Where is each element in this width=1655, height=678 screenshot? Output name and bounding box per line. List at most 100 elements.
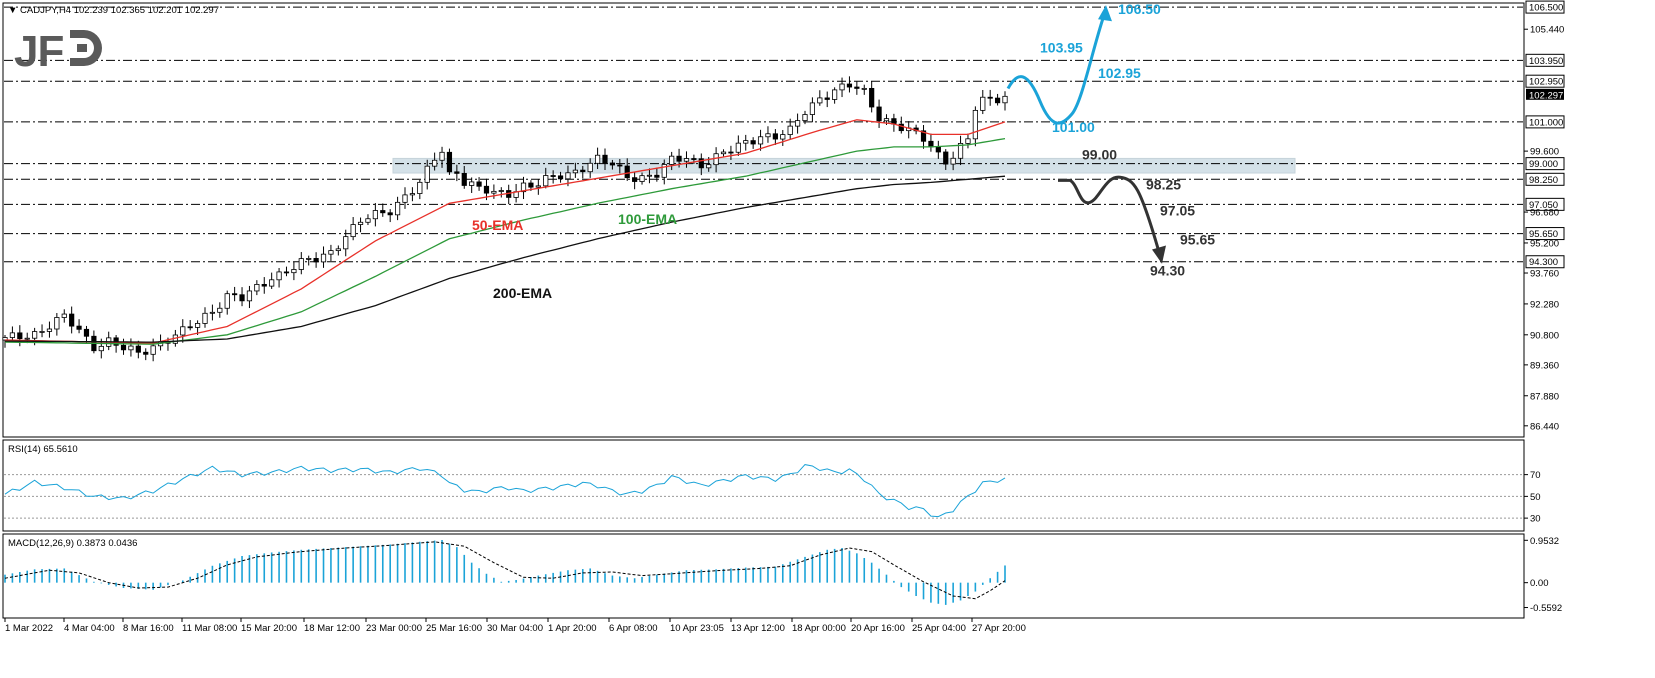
candle-up <box>276 271 282 281</box>
candle-up <box>1002 95 1008 104</box>
time-tick-label: 1 Apr 20:00 <box>548 623 597 634</box>
candle-down <box>387 212 393 216</box>
candle-up <box>54 317 60 330</box>
price-panel <box>2 2 1525 438</box>
candle-down <box>920 130 927 142</box>
macd-tick-label: 0.9532 <box>1530 536 1559 547</box>
rsi-header: RSI(14) 65.5610 <box>8 444 78 455</box>
candle-down <box>232 293 238 296</box>
candle-up <box>980 96 986 111</box>
candle-down <box>898 123 904 132</box>
candle-down <box>454 171 460 174</box>
candle-down <box>476 181 482 187</box>
candle-up <box>357 221 364 225</box>
price-tick-label: 87.880 <box>1530 391 1559 402</box>
time-tick-label: 23 Mar 00:00 <box>366 623 422 634</box>
candle-up <box>683 158 690 162</box>
level-box <box>1525 157 1565 171</box>
candle-up <box>409 193 416 196</box>
time-tick-label: 15 Mar 20:00 <box>241 623 297 634</box>
candle-up <box>194 323 201 328</box>
candle-up <box>224 293 230 309</box>
candle-up <box>350 224 356 238</box>
candle-up <box>498 190 504 192</box>
price-tick-label: 99.600 <box>1530 147 1559 158</box>
level-label: 106.500 <box>1529 3 1563 14</box>
candle-up <box>669 155 675 165</box>
jfd-logo: JF <box>14 27 102 76</box>
time-tick-label: 27 Apr 20:00 <box>972 623 1026 634</box>
rsi-tick-label: 70 <box>1530 470 1541 481</box>
rsi-panel <box>2 439 1525 532</box>
candle-up <box>469 181 475 186</box>
level-label: 102.950 <box>1529 77 1563 88</box>
candle-up <box>787 125 793 135</box>
time-tick-label: 25 Apr 04:00 <box>912 623 966 634</box>
price-tick-label: 105.440 <box>1530 25 1564 36</box>
candle-up <box>328 250 334 255</box>
candle-up <box>520 182 527 193</box>
candle-down <box>654 174 660 178</box>
candle-up <box>765 133 771 138</box>
candle-up <box>543 175 549 187</box>
candle-down <box>135 345 141 353</box>
main-chart-header: ▼ CADJPY,H4 102.239 102.365 102.201 102.… <box>8 5 219 16</box>
candle-down <box>928 140 934 148</box>
candle-up <box>24 337 30 340</box>
candle-down <box>935 146 941 153</box>
candle-up <box>46 328 53 332</box>
candle-up <box>661 164 667 178</box>
level-box <box>1525 0 1565 14</box>
candle-up <box>950 157 956 165</box>
candle-up <box>565 172 571 180</box>
candle-down <box>17 332 23 340</box>
candle-up <box>439 151 445 161</box>
bearish-scenario-path <box>1058 175 1162 256</box>
candle-up <box>832 89 838 100</box>
candle-up <box>713 153 719 166</box>
candle-down <box>691 158 697 160</box>
time-tick-label: 20 Apr 16:00 <box>851 623 905 634</box>
candle-up <box>817 97 823 104</box>
candle-down <box>557 175 564 180</box>
time-tick-label: 6 Apr 08:00 <box>609 623 658 634</box>
price-tick-label: 92.280 <box>1530 299 1559 310</box>
candle-down <box>261 284 267 287</box>
candle-up <box>861 87 867 90</box>
price-tick-label: 86.440 <box>1530 421 1559 432</box>
candle-up <box>209 311 216 314</box>
candle-down <box>580 169 586 173</box>
candle-down <box>609 162 616 166</box>
candle-down <box>750 140 756 145</box>
candle-down <box>987 96 993 99</box>
ema200-label: 200-EMA <box>493 285 552 301</box>
candle-down <box>772 133 778 140</box>
candle-up <box>802 114 808 122</box>
candle-up <box>61 313 67 318</box>
candle-down <box>528 182 534 188</box>
candle-up <box>639 175 645 182</box>
bearish-target-label: 97.05 <box>1160 202 1195 218</box>
time-tick-label: 18 Apr 00:00 <box>792 623 846 634</box>
time-tick-label: 25 Mar 16:00 <box>426 623 482 634</box>
candle-down <box>313 258 319 263</box>
candle-down <box>876 106 882 122</box>
candle-up <box>217 307 223 313</box>
candle-up <box>535 185 541 188</box>
bullish-target-label: 103.95 <box>1040 39 1083 55</box>
candle-down <box>846 83 853 88</box>
macd-header: MACD(12,26,9) 0.3873 0.0436 <box>8 538 137 549</box>
candle-up <box>757 136 764 145</box>
svg-text:JF: JF <box>14 27 63 76</box>
bearish-target-label: 98.25 <box>1146 176 1181 192</box>
candle-down <box>446 151 453 173</box>
candle-up <box>594 154 601 164</box>
candle-up <box>39 331 45 333</box>
candle-down <box>69 313 75 327</box>
level-label: 94.300 <box>1529 257 1558 268</box>
candle-down <box>283 271 290 274</box>
time-tick-label: 1 Mar 2022 <box>5 623 53 634</box>
bullish-target-label: 102.95 <box>1098 65 1141 81</box>
level-box <box>1525 115 1565 129</box>
